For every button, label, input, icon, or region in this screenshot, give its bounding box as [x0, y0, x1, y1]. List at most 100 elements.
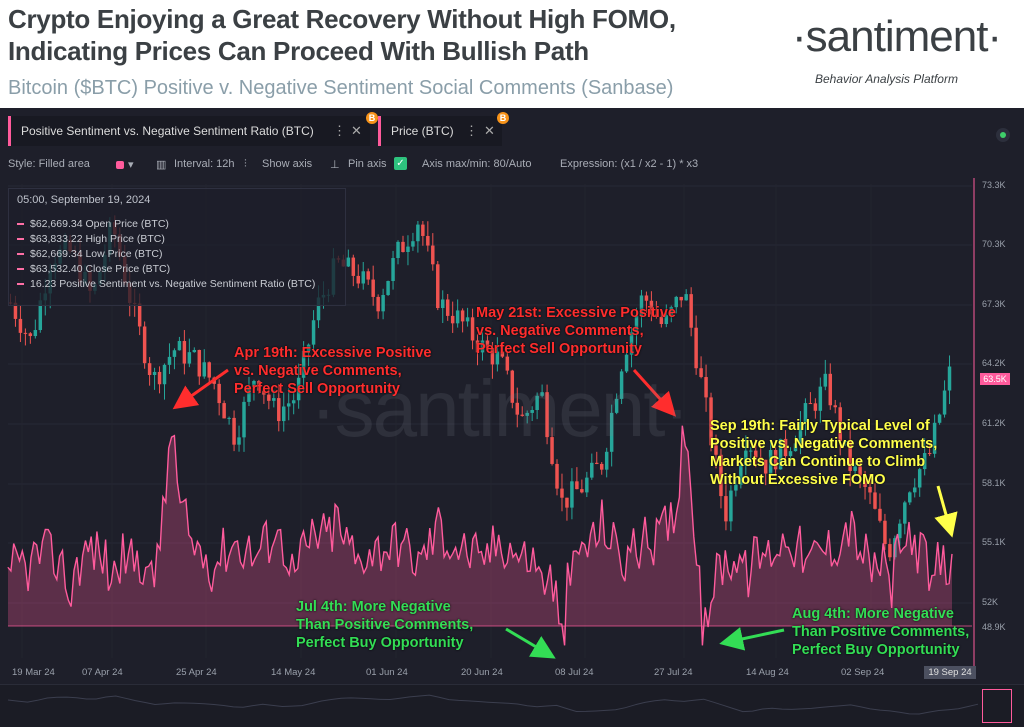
price-candle [306, 344, 311, 351]
price-candle [863, 475, 867, 487]
x-tick-label: 14 Aug 24 [746, 667, 789, 678]
price-candle [763, 459, 768, 474]
price-candle [704, 377, 708, 398]
tab-label: Price (BTC) [391, 124, 454, 138]
show-axis-toggle[interactable]: Show axis [262, 158, 313, 170]
price-candle [177, 341, 182, 351]
toolbar: Style: Filled area ▾ ▥ Interval: 12h ⫶ S… [8, 157, 1008, 174]
price-candle [674, 296, 678, 308]
expression-field[interactable]: Expression: (x1 / x2 - 1) * x3 [560, 158, 699, 170]
price-candle [803, 403, 808, 423]
price-candle [386, 281, 390, 296]
price-candle [714, 445, 718, 455]
price-candle [351, 257, 356, 276]
price-candle [833, 405, 837, 408]
x-tick-label: 20 Jun 24 [461, 667, 503, 678]
price-candle [232, 417, 236, 445]
pin-axis-checkbox[interactable]: ✓ [394, 157, 407, 170]
more-icon[interactable]: ⋮ [333, 123, 346, 138]
range-handle[interactable] [982, 689, 1012, 723]
close-icon[interactable]: ✕ [484, 123, 495, 138]
price-candle [445, 299, 450, 316]
price-candle [475, 340, 480, 353]
price-candle [868, 486, 872, 493]
price-candle [485, 340, 490, 348]
annotation-jul4: Jul 4th: More Negative Than Positive Comm… [296, 599, 474, 651]
price-candle [455, 310, 460, 324]
color-swatch[interactable] [116, 161, 124, 169]
price-candle [644, 295, 649, 301]
price-candle [520, 414, 524, 416]
tab-sentiment-ratio[interactable]: Positive Sentiment vs. Negative Sentimen… [8, 112, 378, 146]
settings-dot-icon[interactable] [996, 128, 1010, 142]
price-candle [560, 488, 564, 498]
price-candle [470, 317, 475, 341]
y-tick-label: 55.1K [982, 537, 1006, 547]
y-tick-label: 48.9K [982, 622, 1006, 632]
pin-axis-toggle[interactable]: Pin axis [348, 158, 387, 170]
price-candle [192, 349, 197, 353]
price-candle [162, 364, 167, 385]
price-candle [937, 414, 942, 423]
price-candle [585, 477, 589, 493]
price-candle [242, 401, 246, 438]
price-candle [535, 395, 539, 411]
price-candle [689, 294, 693, 328]
tooltip-timestamp: 05:00, September 19, 2024 [17, 194, 151, 206]
arrow-apr19 [172, 368, 229, 410]
price-candle [619, 371, 624, 399]
price-candle [182, 341, 187, 364]
price-candle [823, 373, 828, 387]
arrow-jul4 [505, 627, 556, 659]
price-candle [545, 392, 549, 438]
price-candle [18, 318, 23, 333]
price-candle [465, 317, 470, 322]
price-candle [147, 363, 152, 376]
price-candle [28, 333, 33, 337]
interval-select[interactable]: Interval: 12h [174, 158, 235, 170]
price-candle [381, 295, 385, 312]
tab-price-btc[interactable]: Price (BTC) ⋮ ✕ B [378, 112, 509, 146]
price-candle [908, 492, 912, 503]
price-candle [460, 310, 465, 322]
annotation-may21: May 21st: Excessive Positive vs. Negative… [476, 305, 676, 357]
price-candle [257, 381, 261, 391]
axis-maxmin-field[interactable]: Axis max/min: 80/Auto [422, 158, 532, 170]
price-candle [142, 326, 147, 364]
price-candle [903, 502, 907, 524]
santiment-logo: ·santiment· [792, 12, 1002, 61]
tooltip-close-price: $63,532.40 Close Price (BTC) [17, 263, 170, 275]
tooltip-sentiment-ratio: 16.23 Positive Sentiment vs. Negative Se… [17, 278, 315, 290]
price-candle [570, 481, 574, 508]
price-candle [421, 224, 425, 236]
timeline-navigator[interactable] [0, 684, 1024, 727]
price-candle [614, 398, 619, 413]
price-candle [793, 443, 798, 452]
price-candle [346, 257, 351, 267]
price-candle [768, 450, 773, 474]
price-candle [754, 450, 758, 458]
price-candle [237, 437, 241, 445]
price-candle [202, 362, 206, 377]
more-icon[interactable]: ⋮ [465, 123, 478, 138]
price-candle [898, 523, 902, 539]
price-candle [252, 381, 256, 387]
style-select[interactable]: Style: Filled area [8, 158, 90, 170]
price-candle [282, 406, 286, 422]
annotation-sep19: Sep 19th: Fairly Typical Level of Positiv… [710, 418, 938, 488]
close-icon[interactable]: ✕ [351, 123, 362, 138]
price-candle [540, 392, 544, 396]
price-candle [505, 356, 510, 371]
x-tick-label: 14 May 24 [271, 667, 316, 678]
interval-icon: ▥ [156, 159, 167, 171]
price-candle [858, 466, 862, 476]
price-candle [694, 327, 698, 369]
chart-panel: Positive Sentiment vs. Negative Sentimen… [0, 108, 1024, 727]
price-candle [550, 437, 554, 464]
price-candle [679, 296, 683, 301]
price-candle [391, 258, 395, 282]
price-candle [788, 451, 793, 457]
chart-title-line2: Indicating Prices Can Proceed With Bulli… [8, 36, 589, 66]
pin-icon: ⊥ [330, 159, 340, 171]
price-candle [311, 320, 316, 345]
